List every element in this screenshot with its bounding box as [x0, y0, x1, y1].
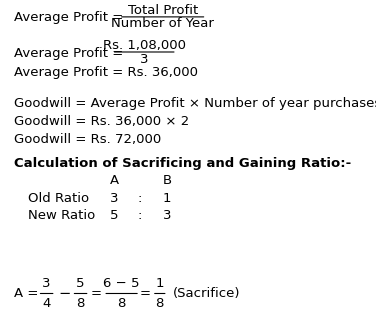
Text: 3: 3: [163, 209, 171, 222]
Text: New Ratio: New Ratio: [28, 209, 96, 222]
Text: =: =: [91, 287, 102, 300]
Text: :: :: [137, 192, 141, 205]
Text: A: A: [110, 174, 120, 187]
Text: 5: 5: [110, 209, 119, 222]
Text: Average Profit =: Average Profit =: [14, 47, 127, 60]
Text: 6 − 5: 6 − 5: [103, 277, 140, 290]
Text: 3: 3: [110, 192, 119, 205]
Text: B: B: [163, 174, 172, 187]
Text: Number of Year: Number of Year: [111, 17, 214, 30]
Text: 3: 3: [140, 53, 149, 66]
Text: 8: 8: [117, 297, 126, 310]
Text: Average Profit =: Average Profit =: [14, 11, 127, 24]
Text: (Sacrifice): (Sacrifice): [173, 287, 240, 300]
Text: 3: 3: [42, 277, 51, 290]
Text: −: −: [58, 286, 71, 301]
Text: =: =: [139, 287, 151, 300]
Text: 8: 8: [76, 297, 85, 310]
Text: Goodwill = Rs. 36,000 × 2: Goodwill = Rs. 36,000 × 2: [14, 115, 190, 128]
Text: Goodwill = Average Profit × Number of year purchases: Goodwill = Average Profit × Number of ye…: [14, 97, 376, 110]
Text: Rs. 1,08,000: Rs. 1,08,000: [103, 39, 186, 52]
Text: Average Profit = Rs. 36,000: Average Profit = Rs. 36,000: [14, 65, 198, 78]
Text: :: :: [137, 209, 141, 222]
Text: 1: 1: [163, 192, 171, 205]
Text: Calculation of Sacrificing and Gaining Ratio:-: Calculation of Sacrificing and Gaining R…: [14, 157, 351, 170]
Text: 5: 5: [76, 277, 85, 290]
Text: Total Profit: Total Profit: [127, 4, 198, 17]
Text: 4: 4: [42, 297, 51, 310]
Text: 8: 8: [156, 297, 164, 310]
Text: 1: 1: [156, 277, 164, 290]
Text: Old Ratio: Old Ratio: [28, 192, 89, 205]
Text: Goodwill = Rs. 72,000: Goodwill = Rs. 72,000: [14, 133, 161, 146]
Text: A =: A =: [14, 287, 43, 300]
